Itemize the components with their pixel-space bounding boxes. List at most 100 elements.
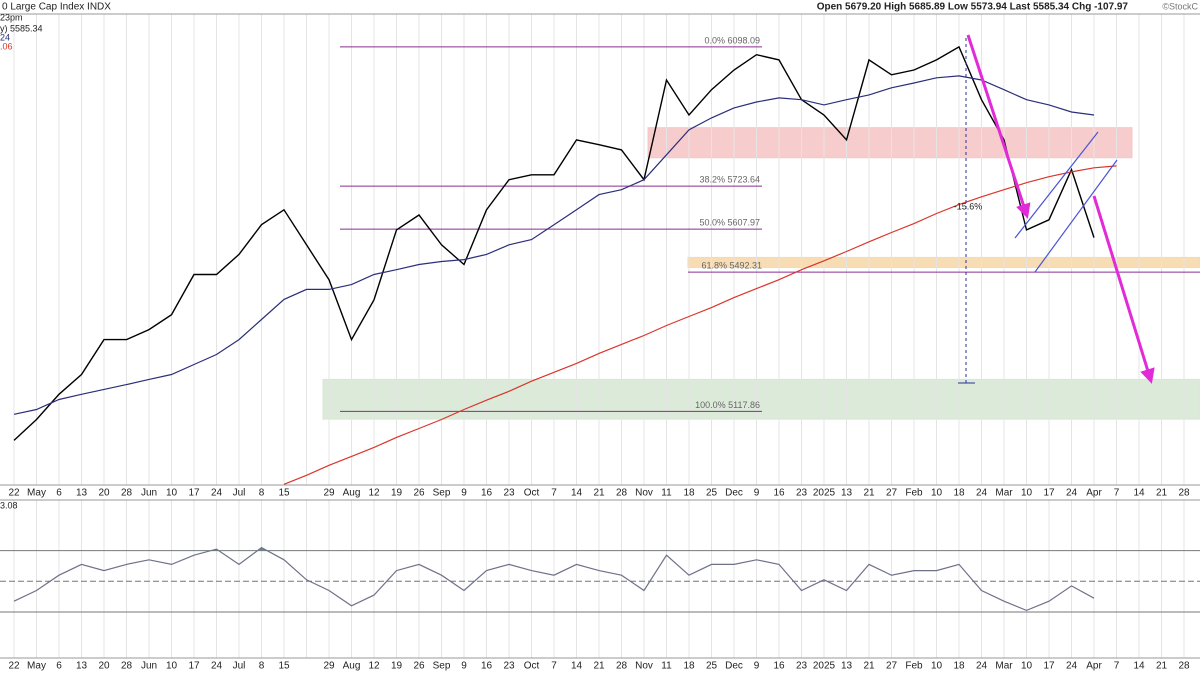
quote-line: Open 5679.20 High 5685.89 Low 5573.94 La… <box>817 2 1129 13</box>
x-tick-label: Jul <box>233 488 246 499</box>
x-tick-label: 9 <box>754 488 760 499</box>
x-tick-label: Feb <box>905 488 923 499</box>
x-tick-label: 25 <box>706 488 718 499</box>
channel-line <box>1014 131 1099 239</box>
x-tick-label: 21 <box>863 488 875 499</box>
x-tick-label: Oct <box>524 661 540 672</box>
x-tick-label: 14 <box>571 661 583 672</box>
x-tick-label: 26 <box>413 661 425 672</box>
x-tick-label: 16 <box>481 488 493 499</box>
x-tick-label: 19 <box>391 661 403 672</box>
fib-label: 0.0% 6098.09 <box>704 35 760 45</box>
note: 23pm <box>0 12 23 22</box>
rsi-title: 3.08 <box>0 500 18 510</box>
x-tick-label: 8 <box>259 661 265 672</box>
x-tick-label: Sep <box>433 661 451 672</box>
x-tick-label: 7 <box>1114 661 1120 672</box>
x-tick-label: 17 <box>1043 488 1055 499</box>
x-tick-label: 28 <box>1178 488 1190 499</box>
x-tick-label: Oct <box>524 488 540 499</box>
x-tick-label: 2025 <box>813 488 836 499</box>
x-tick-label: 10 <box>166 488 178 499</box>
x-tick-label: 23 <box>796 488 808 499</box>
x-tick-label: 25 <box>706 661 718 672</box>
x-tick-label: Aug <box>343 488 361 499</box>
x-tick-label: 17 <box>188 661 200 672</box>
x-tick-label: 13 <box>841 661 853 672</box>
x-tick-label: 24 <box>976 661 988 672</box>
x-tick-label: 18 <box>953 661 965 672</box>
x-tick-label: 26 <box>413 488 425 499</box>
x-tick-label: 28 <box>121 488 133 499</box>
x-tick-label: Mar <box>995 488 1013 499</box>
x-tick-label: May <box>27 488 46 499</box>
x-tick-label: Apr <box>1086 661 1102 672</box>
x-tick-label: Mar <box>995 661 1013 672</box>
x-tick-label: 29 <box>323 488 335 499</box>
x-tick-label: 23 <box>796 661 808 672</box>
x-tick-label: Jun <box>141 488 157 499</box>
x-tick-label: Aug <box>343 661 361 672</box>
x-tick-label: 12 <box>368 488 380 499</box>
x-tick-label: 14 <box>1133 488 1145 499</box>
x-tick-label: 28 <box>1178 661 1190 672</box>
x-tick-label: 16 <box>773 661 785 672</box>
x-tick-label: Sep <box>433 488 451 499</box>
x-tick-label: 24 <box>211 488 223 499</box>
x-tick-label: 20 <box>98 488 110 499</box>
x-tick-label: Feb <box>905 661 923 672</box>
x-tick-label: 15 <box>278 661 290 672</box>
x-tick-label: 7 <box>551 661 557 672</box>
fib-label: 38.2% 5723.64 <box>699 175 760 185</box>
x-tick-label: 16 <box>773 488 785 499</box>
x-tick-label: 29 <box>323 661 335 672</box>
x-tick-label: 6 <box>56 661 62 672</box>
x-tick-label: 7 <box>551 488 557 499</box>
chart-title: 0 Large Cap Index INDX <box>2 2 111 13</box>
x-tick-label: 10 <box>166 661 178 672</box>
x-tick-label: 15 <box>278 488 290 499</box>
x-tick-label: 24 <box>1066 661 1078 672</box>
note: .06 <box>0 41 13 51</box>
x-tick-label: 18 <box>683 488 695 499</box>
x-tick-label: 11 <box>661 488 672 499</box>
x-tick-label: 27 <box>886 661 898 672</box>
x-tick-label: 17 <box>1043 661 1055 672</box>
x-tick-label: 7 <box>1114 488 1120 499</box>
x-tick-label: May <box>27 661 46 672</box>
arrow <box>1092 195 1155 384</box>
x-tick-label: 9 <box>461 488 467 499</box>
x-tick-label: 16 <box>481 661 493 672</box>
x-tick-label: Dec <box>725 661 743 672</box>
credit: ©StockC <box>1162 1 1198 11</box>
x-tick-label: Apr <box>1086 488 1102 499</box>
series-line <box>13 45 1095 441</box>
x-tick-label: Dec <box>725 488 743 499</box>
x-tick-label: 2025 <box>813 661 836 672</box>
series-line <box>13 546 1095 612</box>
zone <box>322 378 1200 420</box>
x-tick-label: 13 <box>76 661 88 672</box>
x-tick-label: 14 <box>1133 661 1145 672</box>
channel-line <box>1034 159 1118 273</box>
x-tick-label: 23 <box>503 661 515 672</box>
x-tick-label: 24 <box>1066 488 1078 499</box>
fib-label: 61.8% 5492.31 <box>701 261 762 271</box>
x-tick-label: 10 <box>1021 488 1033 499</box>
x-tick-label: 22 <box>8 661 20 672</box>
x-tick-label: 27 <box>886 488 898 499</box>
x-tick-label: 28 <box>121 661 133 672</box>
series-line <box>13 75 1095 415</box>
note: y) 5585.34 <box>0 23 43 33</box>
x-tick-label: 13 <box>76 488 88 499</box>
x-tick-label: 19 <box>391 488 403 499</box>
measure-label: -15.6% <box>954 201 983 211</box>
x-tick-label: 21 <box>593 488 605 499</box>
x-tick-label: Nov <box>635 661 653 672</box>
arrow <box>966 34 1031 219</box>
note: 24 <box>0 32 10 42</box>
x-tick-label: 18 <box>953 488 965 499</box>
x-tick-label: 28 <box>616 488 628 499</box>
